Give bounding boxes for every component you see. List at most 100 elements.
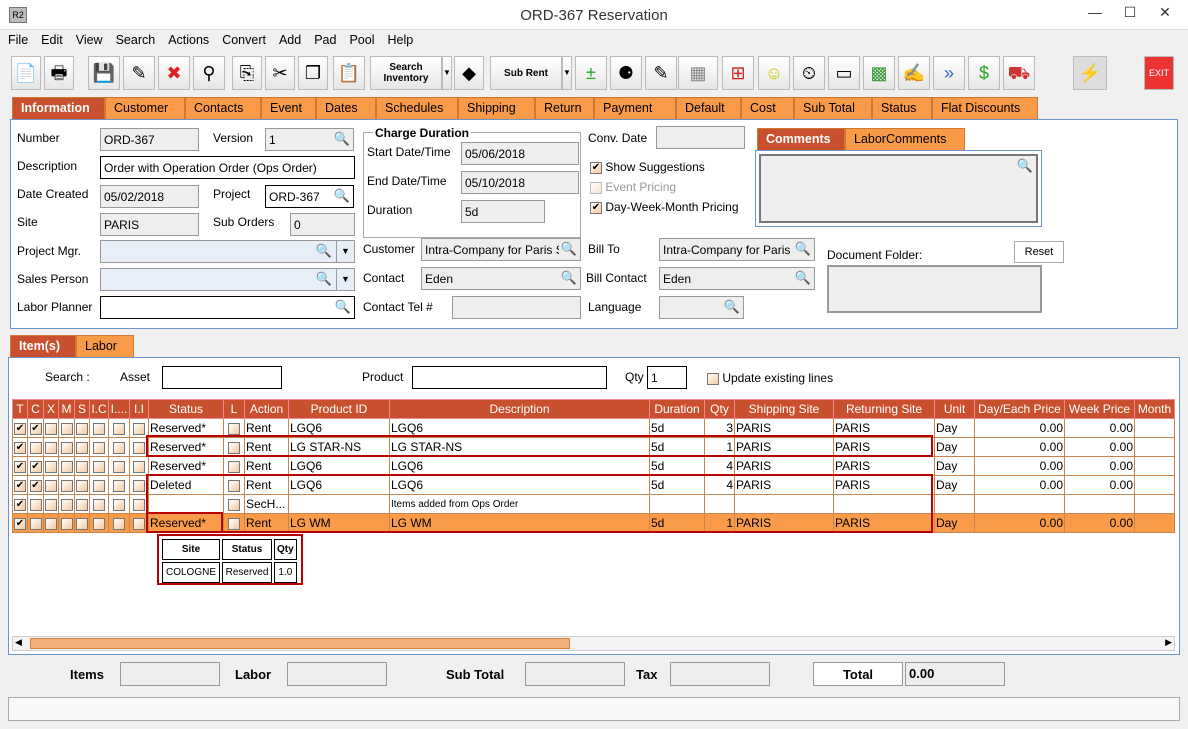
qty-cell[interactable]: 4 — [704, 475, 735, 495]
day-cell[interactable]: 0.00 — [974, 418, 1065, 438]
checkbox-unchecked[interactable] — [60, 498, 73, 511]
tab-cost[interactable]: Cost — [741, 97, 794, 119]
flag-cell[interactable]: ✔ — [12, 456, 28, 476]
menu-pad[interactable]: Pad — [314, 33, 337, 47]
checkbox-checked[interactable]: ✔ — [14, 460, 26, 473]
column-header[interactable]: Month — [1134, 399, 1175, 419]
checkbox-unchecked[interactable] — [228, 479, 240, 492]
week-cell[interactable]: 0.00 — [1064, 475, 1135, 495]
flag-cell[interactable] — [129, 456, 149, 476]
column-header[interactable]: Qty — [704, 399, 735, 419]
table-row[interactable]: ✔ Reserved* Rent LG STAR-NS LG STAR-NS 5d 1 PAR… — [12, 437, 1175, 457]
checkbox-unchecked[interactable] — [76, 517, 88, 530]
duration-cell[interactable]: 5d — [649, 418, 705, 438]
search-icon[interactable]: 🔍 — [794, 241, 811, 256]
flag-cell[interactable]: ✔ — [12, 475, 28, 495]
checkbox-checked[interactable]: ✔ — [14, 517, 26, 530]
search-icon[interactable]: 🔍 — [315, 243, 332, 258]
description-cell[interactable]: LGQ6 — [389, 418, 650, 438]
status-cell[interactable]: Reserved* — [148, 456, 224, 476]
hierarchy-icon[interactable]: ⊞ — [722, 56, 754, 90]
flag-cell[interactable] — [58, 418, 75, 438]
schedule-icon[interactable]: ⏲ — [793, 56, 825, 90]
flag-cell[interactable] — [43, 456, 59, 476]
ret-cell[interactable]: PARIS — [833, 437, 935, 457]
table-row[interactable]: ✔ ✔ Reserved* Rent LGQ6 LGQ6 5d 4 PARIS PARIS Day 0… — [12, 456, 1175, 476]
event-pricing-checkbox[interactable]: Event Pricing — [590, 180, 676, 194]
day-cell[interactable] — [974, 494, 1065, 514]
save-icon[interactable]: 💾 — [88, 56, 120, 90]
asset-search-input[interactable] — [162, 366, 282, 389]
flag-cell[interactable] — [108, 418, 130, 438]
checkbox-unchecked[interactable] — [93, 479, 105, 492]
cut-icon[interactable]: ✂ — [265, 56, 295, 90]
checkbox-unchecked[interactable] — [93, 498, 105, 511]
column-header[interactable]: I.... — [108, 399, 130, 419]
sales-person-select[interactable]: 🔍 ▼ — [100, 268, 355, 291]
ship-cell[interactable] — [734, 494, 834, 514]
flag-cell[interactable]: ✔ — [12, 437, 28, 457]
add-remove-icon[interactable]: ± — [575, 56, 607, 90]
flag-cell[interactable] — [74, 437, 90, 457]
flag-cell[interactable] — [58, 513, 75, 533]
checkbox-unchecked[interactable] — [228, 498, 240, 511]
maximize-button[interactable]: ☐ — [1123, 4, 1137, 20]
flag-cell[interactable] — [74, 494, 90, 514]
customer-field[interactable]: Intra-Company for Paris Site🔍 — [421, 238, 581, 261]
checkbox-unchecked[interactable] — [133, 422, 145, 435]
unit-cell[interactable]: Day — [934, 513, 975, 533]
tab-shipping[interactable]: Shipping — [458, 97, 535, 119]
edit-pencil-icon[interactable]: ✎ — [123, 56, 155, 90]
checkbox-unchecked[interactable] — [93, 517, 105, 530]
status-cell[interactable]: Reserved* — [148, 418, 224, 438]
project-mgr-select[interactable]: 🔍 ▼ — [100, 240, 355, 263]
checkbox-unchecked[interactable] — [76, 441, 88, 454]
search-icon[interactable]: 🔍 — [1016, 158, 1033, 173]
month-cell[interactable] — [1134, 494, 1175, 514]
l-cell[interactable] — [223, 418, 245, 438]
checkbox-unchecked[interactable] — [60, 479, 73, 492]
tab-default[interactable]: Default — [676, 97, 741, 119]
checkbox-unchecked[interactable] — [60, 441, 73, 454]
checkbox-unchecked[interactable] — [707, 372, 719, 385]
flag-cell[interactable] — [108, 513, 130, 533]
column-header[interactable]: I.I — [129, 399, 149, 419]
flag-cell[interactable] — [89, 437, 109, 457]
search-icon[interactable]: 🔍 — [560, 270, 577, 285]
flag-cell[interactable] — [89, 475, 109, 495]
column-header[interactable]: M — [58, 399, 75, 419]
flag-cell[interactable]: ✔ — [12, 418, 28, 438]
checkbox-unchecked[interactable] — [93, 460, 105, 473]
checkbox-unchecked[interactable] — [76, 460, 88, 473]
unit-cell[interactable]: Day — [934, 418, 975, 438]
table-row[interactable]: ✔ SecH... Items added from Ops Order — [12, 494, 1175, 514]
ship-cell[interactable]: PARIS — [734, 513, 834, 533]
sub-rent-button[interactable]: Sub Rent — [490, 56, 562, 90]
checkbox-unchecked[interactable] — [45, 498, 57, 511]
ret-cell[interactable]: PARIS — [833, 475, 935, 495]
month-cell[interactable] — [1134, 418, 1175, 438]
truck-icon[interactable]: ⛟ — [1003, 56, 1035, 90]
status-cell[interactable]: Reserved* — [148, 513, 224, 533]
show-suggestions-checkbox[interactable]: ✔ Show Suggestions — [590, 160, 705, 174]
column-header[interactable]: Unit — [934, 399, 975, 419]
checkbox-unchecked[interactable] — [133, 441, 145, 454]
column-header[interactable]: Returning Site — [833, 399, 935, 419]
month-cell[interactable] — [1134, 437, 1175, 457]
search-icon[interactable]: 🔍 — [794, 270, 811, 285]
column-header[interactable]: S — [74, 399, 90, 419]
duration-cell[interactable]: 5d — [649, 475, 705, 495]
tab-return[interactable]: Return — [535, 97, 594, 119]
month-cell[interactable] — [1134, 513, 1175, 533]
menu-actions[interactable]: Actions — [168, 33, 210, 47]
flag-cell[interactable] — [74, 418, 90, 438]
checkbox-unchecked[interactable] — [228, 441, 240, 454]
comments-textarea[interactable]: 🔍 — [759, 154, 1038, 223]
menu-pool[interactable]: Pool — [349, 33, 375, 47]
week-cell[interactable]: 0.00 — [1064, 437, 1135, 457]
search-icon[interactable]: 🔍 — [315, 271, 332, 286]
transfer-icon[interactable]: » — [933, 56, 965, 90]
flag-cell[interactable] — [27, 513, 44, 533]
tab-status[interactable]: Status — [872, 97, 932, 119]
checkbox-unchecked[interactable] — [29, 498, 42, 511]
